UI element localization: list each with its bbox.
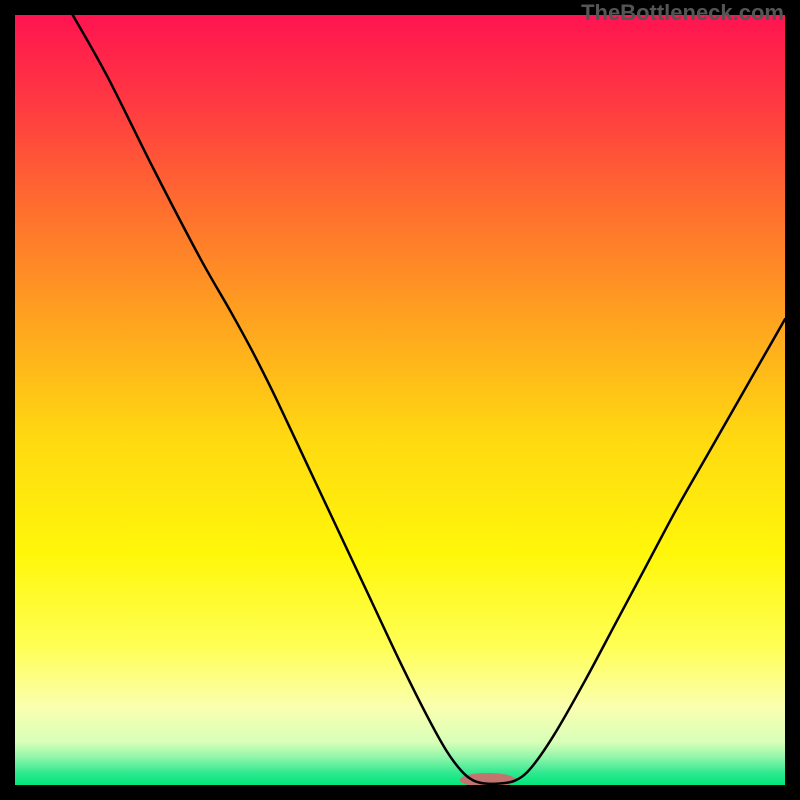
plot-area: [15, 15, 785, 785]
bottleneck-curve: [15, 15, 785, 785]
watermark-text: TheBottleneck.com: [581, 0, 784, 26]
curve-path: [73, 15, 785, 784]
chart-frame: TheBottleneck.com: [0, 0, 800, 800]
